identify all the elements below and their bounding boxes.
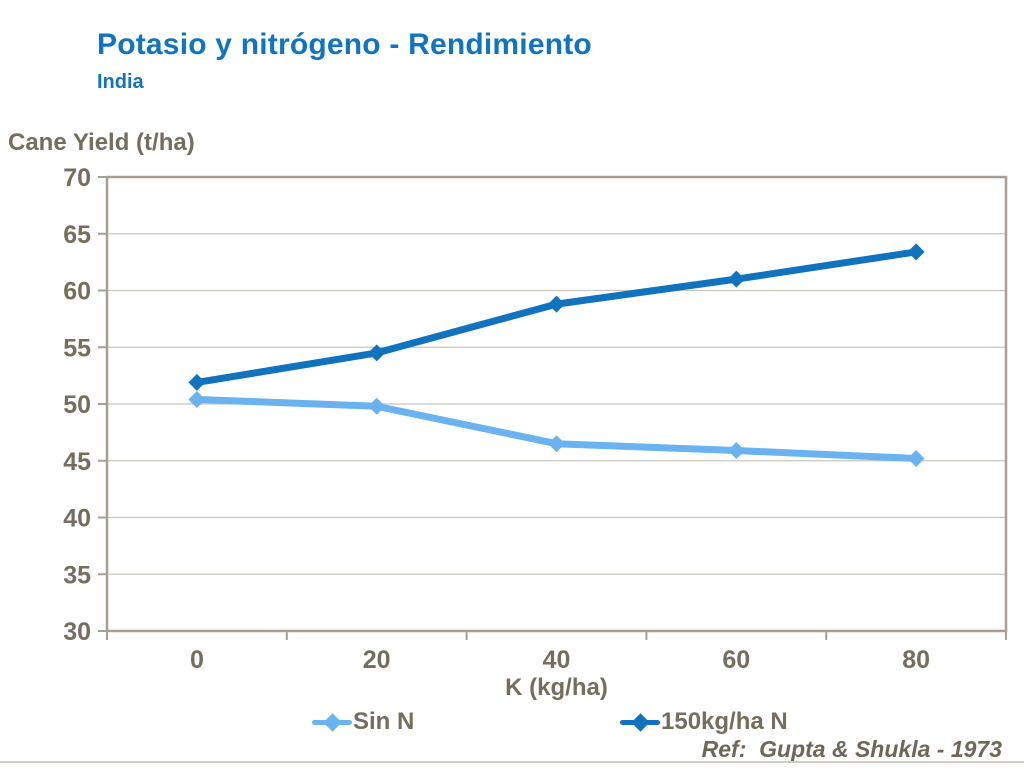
data-point-diamond-icon	[368, 397, 386, 415]
y-tick-label: 60	[63, 278, 91, 306]
y-tick-label: 65	[63, 221, 91, 249]
series-sin-n	[188, 390, 925, 467]
data-point-diamond-icon	[368, 344, 386, 362]
x-axis-title: K (kg/ha)	[505, 674, 608, 701]
data-point-diamond-icon	[907, 243, 925, 261]
data-point-diamond-icon	[188, 373, 206, 391]
n150-line-marker-icon	[620, 711, 660, 733]
data-point-diamond-icon	[548, 295, 565, 313]
y-tick-label: 30	[63, 618, 91, 646]
legend-label-150kg-n: 150kg/ha N	[661, 708, 788, 735]
y-tick-label: 55	[63, 334, 91, 362]
legend-item-150kg-n: 150kg/ha N	[620, 708, 788, 735]
y-tick-label: 40	[63, 505, 91, 533]
footer-divider	[0, 761, 1024, 767]
x-tick-label: 80	[902, 646, 930, 674]
data-point-diamond-icon	[727, 442, 745, 460]
y-tick-label: 50	[63, 391, 91, 419]
slide-title: Potasio y nitrógeno - Rendimiento	[97, 28, 592, 61]
y-tick-label: 45	[63, 448, 91, 476]
series-150kg-n	[188, 243, 925, 391]
reference-note: Ref: Gupta & Shukla - 1973	[701, 736, 1002, 762]
legend-item-sin-n: Sin N	[312, 708, 415, 735]
slide-subtitle: India	[97, 71, 144, 93]
x-tick-label: 60	[722, 646, 750, 674]
y-axis-title: Cane Yield (t/ha)	[8, 129, 195, 156]
x-tick-label: 40	[543, 646, 571, 674]
data-point-diamond-icon	[188, 390, 206, 408]
data-point-diamond-icon	[548, 435, 565, 453]
data-point-diamond-icon	[907, 449, 925, 467]
y-tick-label: 70	[63, 164, 91, 192]
y-tick-label: 35	[63, 561, 91, 589]
data-point-diamond-icon	[727, 270, 745, 288]
x-tick-label: 20	[363, 646, 391, 674]
legend-label-sin-n: Sin N	[353, 708, 415, 735]
x-tick-label: 0	[190, 646, 204, 674]
sin-n-line-marker-icon	[312, 711, 352, 733]
